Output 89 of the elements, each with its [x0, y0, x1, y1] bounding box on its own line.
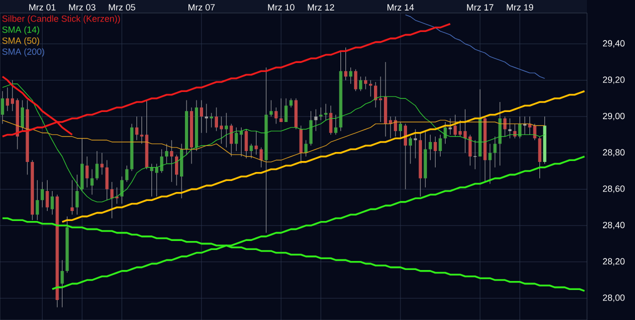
candlestick	[10, 80, 14, 112]
candlestick	[334, 114, 338, 135]
candlestick	[20, 100, 24, 132]
x-tick-label: Mrz 03	[69, 4, 96, 10]
candlestick	[70, 180, 74, 215]
candlestick	[329, 105, 332, 135]
candlestick	[165, 144, 168, 164]
x-tick-label: Mrz 12	[308, 4, 334, 10]
candlestick	[214, 107, 218, 132]
candlestick	[493, 136, 497, 168]
candlestick	[468, 134, 472, 166]
y-tick-label: 28,00	[602, 294, 625, 302]
candlestick	[538, 136, 542, 179]
candlestick	[448, 118, 452, 135]
candlestick	[314, 109, 318, 132]
y-tick-label: 28,40	[602, 222, 625, 230]
candlestick	[250, 144, 253, 159]
x-tick-label: Mrz 19	[506, 4, 534, 10]
candlestick	[444, 122, 447, 144]
candlestick	[473, 140, 478, 170]
candlestick	[299, 125, 303, 164]
line-series	[61, 90, 586, 223]
candlestick	[90, 168, 94, 195]
candlestick	[284, 98, 288, 122]
candlestick	[170, 140, 174, 182]
candlestick	[289, 98, 293, 108]
candlestick	[244, 129, 248, 159]
candlestick	[110, 182, 114, 219]
candlestick	[60, 260, 64, 308]
candlestick	[120, 176, 124, 204]
candlestick	[503, 116, 507, 137]
candlestick	[230, 124, 233, 157]
candlestick	[319, 107, 322, 120]
candlestick	[36, 180, 39, 220]
candlestick	[279, 98, 283, 122]
candlestick	[210, 112, 214, 128]
x-tick-label: Mrz 05	[108, 4, 136, 10]
y-tick-label: 28,80	[602, 149, 625, 157]
candlestick	[274, 107, 278, 124]
candlestick	[85, 156, 89, 188]
candlestick	[135, 116, 138, 140]
x-tick-label: Mrz 17	[467, 4, 494, 10]
y-tick-label: 29,40	[602, 40, 625, 48]
candlestick	[344, 47, 348, 80]
x-tick-label: Mrz 14	[387, 4, 414, 10]
candlestick	[100, 152, 104, 175]
candlestick	[354, 69, 358, 92]
candlestick	[95, 150, 99, 180]
candlestick	[428, 134, 432, 160]
text: SMA (14)	[2, 26, 40, 35]
candlestick	[46, 180, 49, 212]
candlestick	[125, 165, 128, 182]
candlestick	[204, 104, 208, 134]
text: SMA (200)	[2, 48, 44, 57]
candlestick	[488, 144, 492, 184]
candlestick	[408, 136, 412, 164]
candlestick	[349, 67, 352, 84]
candlestick	[254, 130, 258, 155]
x-tick-label: Mrz 10	[268, 4, 294, 10]
candlestick	[224, 112, 228, 148]
text: Silber (Candle Stick (Kerzen))	[2, 15, 120, 24]
line-series	[405, 14, 546, 79]
candlestick	[220, 116, 223, 144]
candlestick	[50, 190, 54, 215]
candlestick	[200, 100, 204, 134]
y-tick-label: 29,20	[602, 76, 625, 84]
candlestick	[270, 100, 273, 117]
candlestick	[364, 76, 368, 90]
candlestick	[6, 87, 10, 112]
candlestick	[523, 116, 526, 135]
y-tick-label: 28,20	[602, 258, 625, 266]
line-series	[2, 23, 452, 138]
x-tick-label: Mrz 01	[29, 4, 56, 10]
text: SMA (50)	[2, 37, 40, 46]
candlestick	[434, 136, 437, 168]
candlestick	[260, 147, 263, 168]
candlestick	[309, 110, 313, 146]
candlestick	[324, 104, 328, 120]
candlestick	[398, 122, 402, 139]
candlestick	[0, 90, 4, 124]
candlestick	[359, 76, 362, 92]
candlestick	[105, 160, 109, 200]
candlestick	[40, 182, 44, 208]
candlestick	[76, 174, 79, 215]
x-tick-label: Mrz 07	[188, 4, 215, 10]
candlestick	[464, 109, 467, 154]
y-tick-label: 28,60	[602, 185, 625, 193]
y-tick-label: 29,00	[602, 112, 625, 120]
candlestick	[438, 134, 442, 157]
